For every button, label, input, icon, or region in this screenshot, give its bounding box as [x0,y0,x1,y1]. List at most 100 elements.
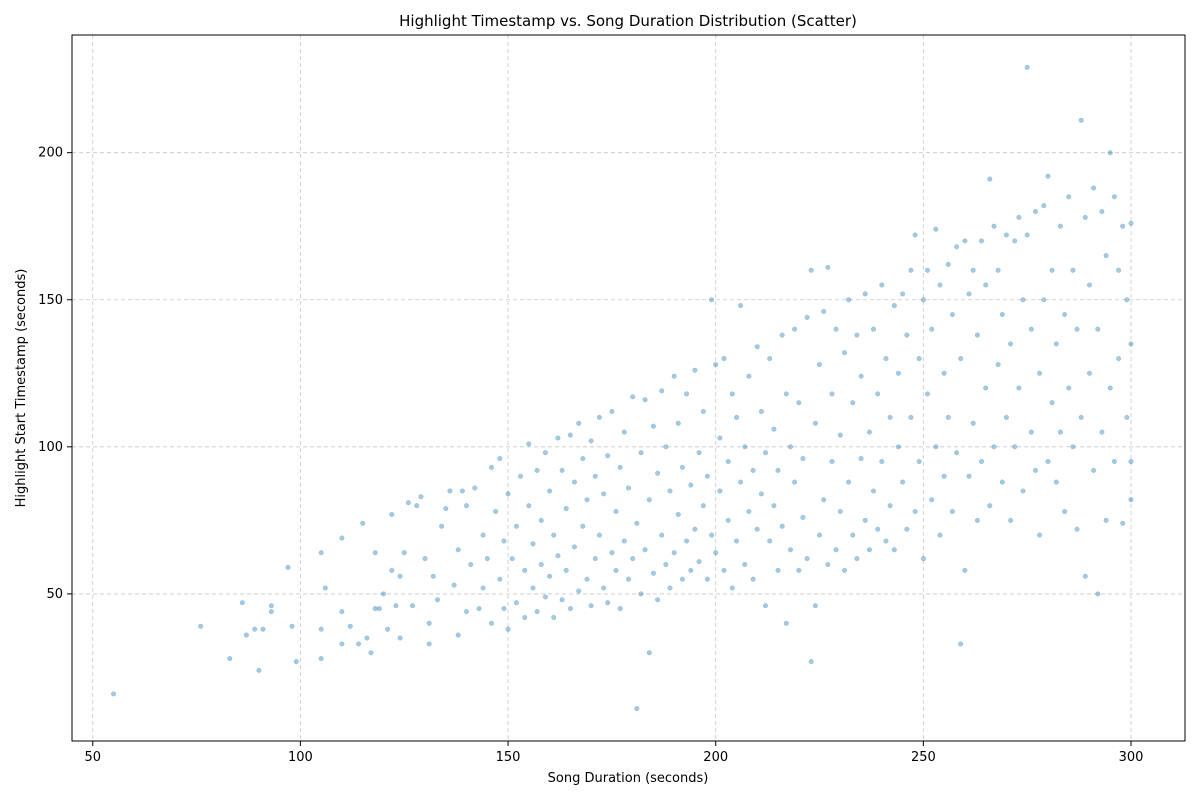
data-point [1082,573,1088,579]
data-point [339,641,345,647]
data-point [1120,520,1126,526]
data-point [621,538,627,544]
data-point [198,623,204,629]
data-point [887,503,893,509]
data-point [1049,400,1055,406]
data-point [721,567,727,573]
data-point [862,291,868,297]
data-point [630,394,636,400]
data-point [725,517,731,523]
data-point [796,400,802,406]
data-point [862,517,868,523]
data-point [559,597,565,603]
data-point [513,600,519,606]
data-point [426,620,432,626]
data-point [1095,591,1101,597]
data-point [962,567,968,573]
data-point [434,597,441,603]
data-point [534,467,540,473]
data-point [750,467,756,473]
data-point [526,503,532,509]
data-point [754,344,760,350]
data-point [804,556,810,562]
data-point [360,520,366,526]
data-point [713,361,719,368]
data-point [650,423,656,429]
data-point [879,458,885,465]
data-point [1062,311,1068,318]
data-point [933,226,939,232]
data-point [605,453,611,459]
data-point [729,391,735,397]
data-point [488,464,495,470]
data-point [717,435,723,441]
data-point [1107,150,1113,156]
data-point [1012,444,1018,450]
data-point [713,550,719,556]
data-point [1016,385,1022,391]
data-point [738,303,744,309]
data-point [970,420,976,426]
data-point [679,576,686,582]
data-point [787,547,794,553]
data-point [1041,297,1047,303]
data-point [721,356,727,362]
data-point [941,370,947,376]
data-point [368,650,374,656]
data-point [904,332,910,338]
data-point [688,567,694,573]
data-point [700,503,706,509]
data-point [592,556,598,562]
data-point [617,606,623,612]
data-point [812,603,818,609]
data-point [912,508,918,515]
data-point [846,297,852,303]
data-point [621,429,627,435]
data-point [268,603,274,609]
data-point [1057,223,1063,229]
data-point [659,532,665,538]
data-point [908,414,914,420]
data-point [459,488,465,494]
data-point [966,473,972,479]
data-point [1008,341,1014,347]
data-point [1012,238,1018,244]
data-point [987,503,993,509]
data-point [625,576,632,582]
plot-frame [71,34,1186,742]
data-point [1128,341,1134,347]
data-point [318,656,324,662]
data-point [563,506,569,512]
data-point [1066,385,1072,391]
data-point [954,244,960,250]
data-point [430,573,436,579]
data-point [758,408,764,415]
data-point [1124,414,1130,420]
data-point [1074,326,1080,332]
data-point [854,332,860,338]
data-point [987,176,993,182]
data-point [1020,297,1026,303]
data-point [675,420,681,426]
data-point [816,361,823,368]
data-point [596,532,602,538]
data-point [800,456,806,462]
data-point [1037,370,1043,376]
data-point [322,585,328,591]
data-point [800,514,806,520]
data-point [1120,223,1126,229]
data-point [688,482,694,488]
data-point [243,632,249,638]
data-point [895,370,901,376]
data-point [397,573,403,579]
data-point [1066,194,1072,200]
data-point [372,606,378,612]
data-point [268,609,274,615]
data-point [916,356,922,362]
data-point [717,488,723,494]
data-point [995,361,1001,368]
data-point [646,497,652,503]
data-point [945,261,951,267]
data-point [347,623,353,629]
